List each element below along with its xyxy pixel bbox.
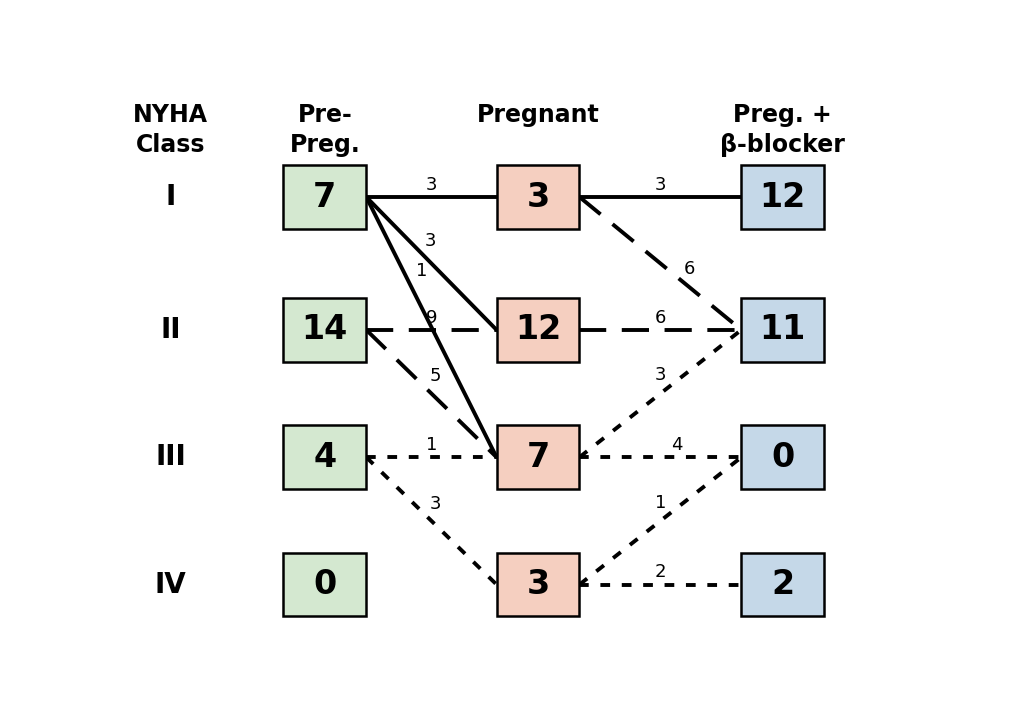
Text: 4: 4: [313, 441, 336, 474]
Text: 9: 9: [426, 308, 437, 326]
Text: 3: 3: [424, 232, 436, 249]
FancyBboxPatch shape: [496, 426, 580, 489]
Text: Pre-
Preg.: Pre- Preg.: [289, 103, 360, 157]
Text: 12: 12: [760, 180, 806, 214]
Text: III: III: [156, 443, 186, 471]
Text: 2: 2: [771, 568, 795, 601]
Text: 3: 3: [527, 180, 549, 214]
Text: 0: 0: [313, 568, 336, 601]
Text: IV: IV: [155, 571, 186, 598]
FancyBboxPatch shape: [496, 298, 580, 362]
Text: 1: 1: [426, 436, 437, 454]
Text: 11: 11: [760, 313, 806, 347]
FancyBboxPatch shape: [742, 165, 824, 229]
Text: 1: 1: [655, 493, 666, 512]
FancyBboxPatch shape: [283, 426, 366, 489]
FancyBboxPatch shape: [283, 165, 366, 229]
Text: 3: 3: [426, 176, 437, 194]
Text: NYHA
Class: NYHA Class: [133, 103, 208, 157]
FancyBboxPatch shape: [496, 165, 580, 229]
Text: 7: 7: [313, 180, 336, 214]
Text: 3: 3: [654, 176, 666, 194]
Text: 0: 0: [771, 441, 795, 474]
FancyBboxPatch shape: [283, 298, 366, 362]
FancyBboxPatch shape: [742, 298, 824, 362]
FancyBboxPatch shape: [742, 553, 824, 616]
FancyBboxPatch shape: [496, 553, 580, 616]
Text: 12: 12: [515, 313, 561, 347]
FancyBboxPatch shape: [742, 426, 824, 489]
Text: 5: 5: [429, 367, 441, 385]
Text: 3: 3: [429, 495, 441, 513]
Text: 6: 6: [684, 260, 696, 278]
FancyBboxPatch shape: [283, 553, 366, 616]
Text: 3: 3: [527, 568, 549, 601]
Text: 3: 3: [654, 366, 666, 384]
Text: Pregnant: Pregnant: [477, 103, 599, 127]
Text: Preg. +
β-blocker: Preg. + β-blocker: [720, 103, 846, 157]
Text: 1: 1: [416, 262, 427, 280]
Text: II: II: [161, 316, 181, 344]
Text: I: I: [166, 183, 176, 211]
Text: 2: 2: [654, 564, 666, 582]
Text: 14: 14: [302, 313, 347, 347]
Text: 7: 7: [527, 441, 549, 474]
Text: 4: 4: [671, 436, 683, 454]
Text: 6: 6: [655, 308, 666, 326]
